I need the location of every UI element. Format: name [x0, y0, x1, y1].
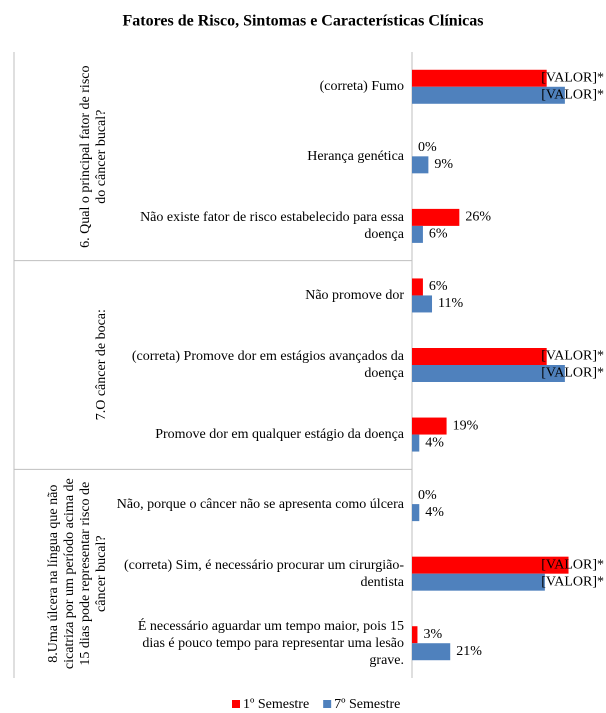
bar — [412, 365, 565, 382]
bar — [412, 643, 451, 661]
data-label: 9% — [434, 157, 453, 172]
data-label: 19% — [453, 418, 479, 433]
group-label: 8.Uma úlcera na língua que não cicatriza… — [46, 478, 109, 670]
data-label: [VALOR]* — [541, 574, 604, 589]
data-label: [VALOR]* — [541, 349, 604, 364]
chart-title: Fatores de Risco, Sintomas e Característ… — [123, 13, 484, 30]
bar — [412, 556, 569, 574]
bar — [412, 295, 433, 313]
bar — [412, 434, 420, 452]
bar — [412, 156, 429, 174]
category-label: (correta) Fumo — [319, 79, 404, 95]
category-label: Não existe fator de risco estabelecido p… — [140, 209, 404, 242]
data-label: 11% — [438, 296, 463, 311]
data-label: 6% — [429, 279, 448, 294]
data-label: [VALOR]* — [541, 557, 604, 572]
bar — [412, 626, 418, 644]
data-label: 0% — [418, 140, 437, 155]
legend-label: 7º Semestre — [334, 697, 400, 712]
category-label: Não, porque o câncer não se apresenta co… — [116, 496, 404, 512]
category-label: Promove dor em qualquer estágio da doenç… — [155, 427, 404, 443]
bar — [412, 86, 565, 104]
category-label: Não promove dor — [305, 287, 404, 303]
legend-label: 1º Semestre — [243, 697, 309, 712]
data-label: 4% — [425, 435, 444, 450]
data-label: 6% — [429, 227, 448, 242]
bar — [412, 225, 423, 243]
legend-swatch — [232, 700, 240, 708]
data-label: [VALOR]* — [541, 70, 604, 85]
bar — [412, 69, 547, 87]
data-label: 3% — [423, 627, 442, 642]
bar — [412, 504, 420, 522]
data-label: 21% — [456, 644, 482, 659]
category-label: (correta) Promove dor em estágios avança… — [131, 348, 404, 381]
data-label: [VALOR]* — [541, 366, 604, 381]
bar — [412, 417, 447, 435]
bar — [412, 278, 423, 296]
category-label: (correta) Sim, é necessário procurar um … — [123, 557, 404, 590]
bar — [412, 348, 547, 365]
group-label: 6. Qual o principal fator de risco do câ… — [78, 65, 109, 248]
data-label: 0% — [418, 488, 437, 503]
category-label: É necessário aguardar um tempo maior, po… — [137, 618, 404, 668]
legend-swatch — [323, 700, 332, 708]
bar — [412, 573, 545, 591]
data-label: [VALOR]* — [541, 87, 604, 102]
category-label: Herança genética — [307, 148, 404, 164]
data-label: 26% — [465, 210, 491, 225]
data-label: 4% — [425, 505, 444, 520]
group-label: 7.O câncer de boca: — [94, 309, 109, 421]
bar — [412, 208, 460, 226]
